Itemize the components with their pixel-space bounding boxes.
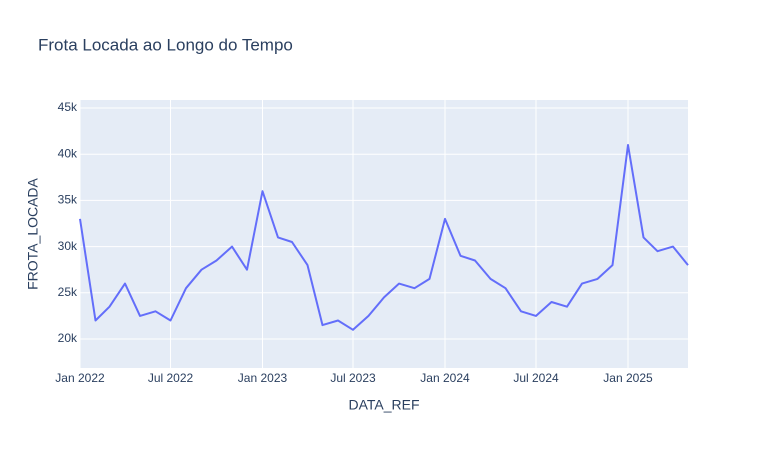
y-tick-label: 30k (58, 239, 78, 253)
y-tick-label: 45k (58, 100, 78, 114)
x-tick-label: Jan 2023 (238, 371, 288, 385)
x-tick-label: Jan 2022 (55, 371, 105, 385)
x-tick-label: Jul 2024 (513, 371, 559, 385)
y-tick-label: 40k (58, 146, 78, 160)
y-tick-label: 20k (58, 331, 78, 345)
x-tick-label: Jan 2025 (603, 371, 653, 385)
x-tick-label: Jul 2022 (148, 371, 194, 385)
line-series (79, 144, 689, 331)
chart-title: Frota Locada ao Longo do Tempo (38, 35, 293, 54)
y-tick-label: 25k (58, 285, 78, 299)
x-tick-label: Jan 2024 (420, 371, 470, 385)
x-tick-label: Jul 2023 (330, 371, 376, 385)
y-axis-title: FROTA_LOCADA (25, 177, 41, 289)
y-tick-label: 35k (58, 193, 78, 207)
x-axis-title: DATA_REF (348, 397, 419, 413)
plot-area (80, 100, 688, 368)
